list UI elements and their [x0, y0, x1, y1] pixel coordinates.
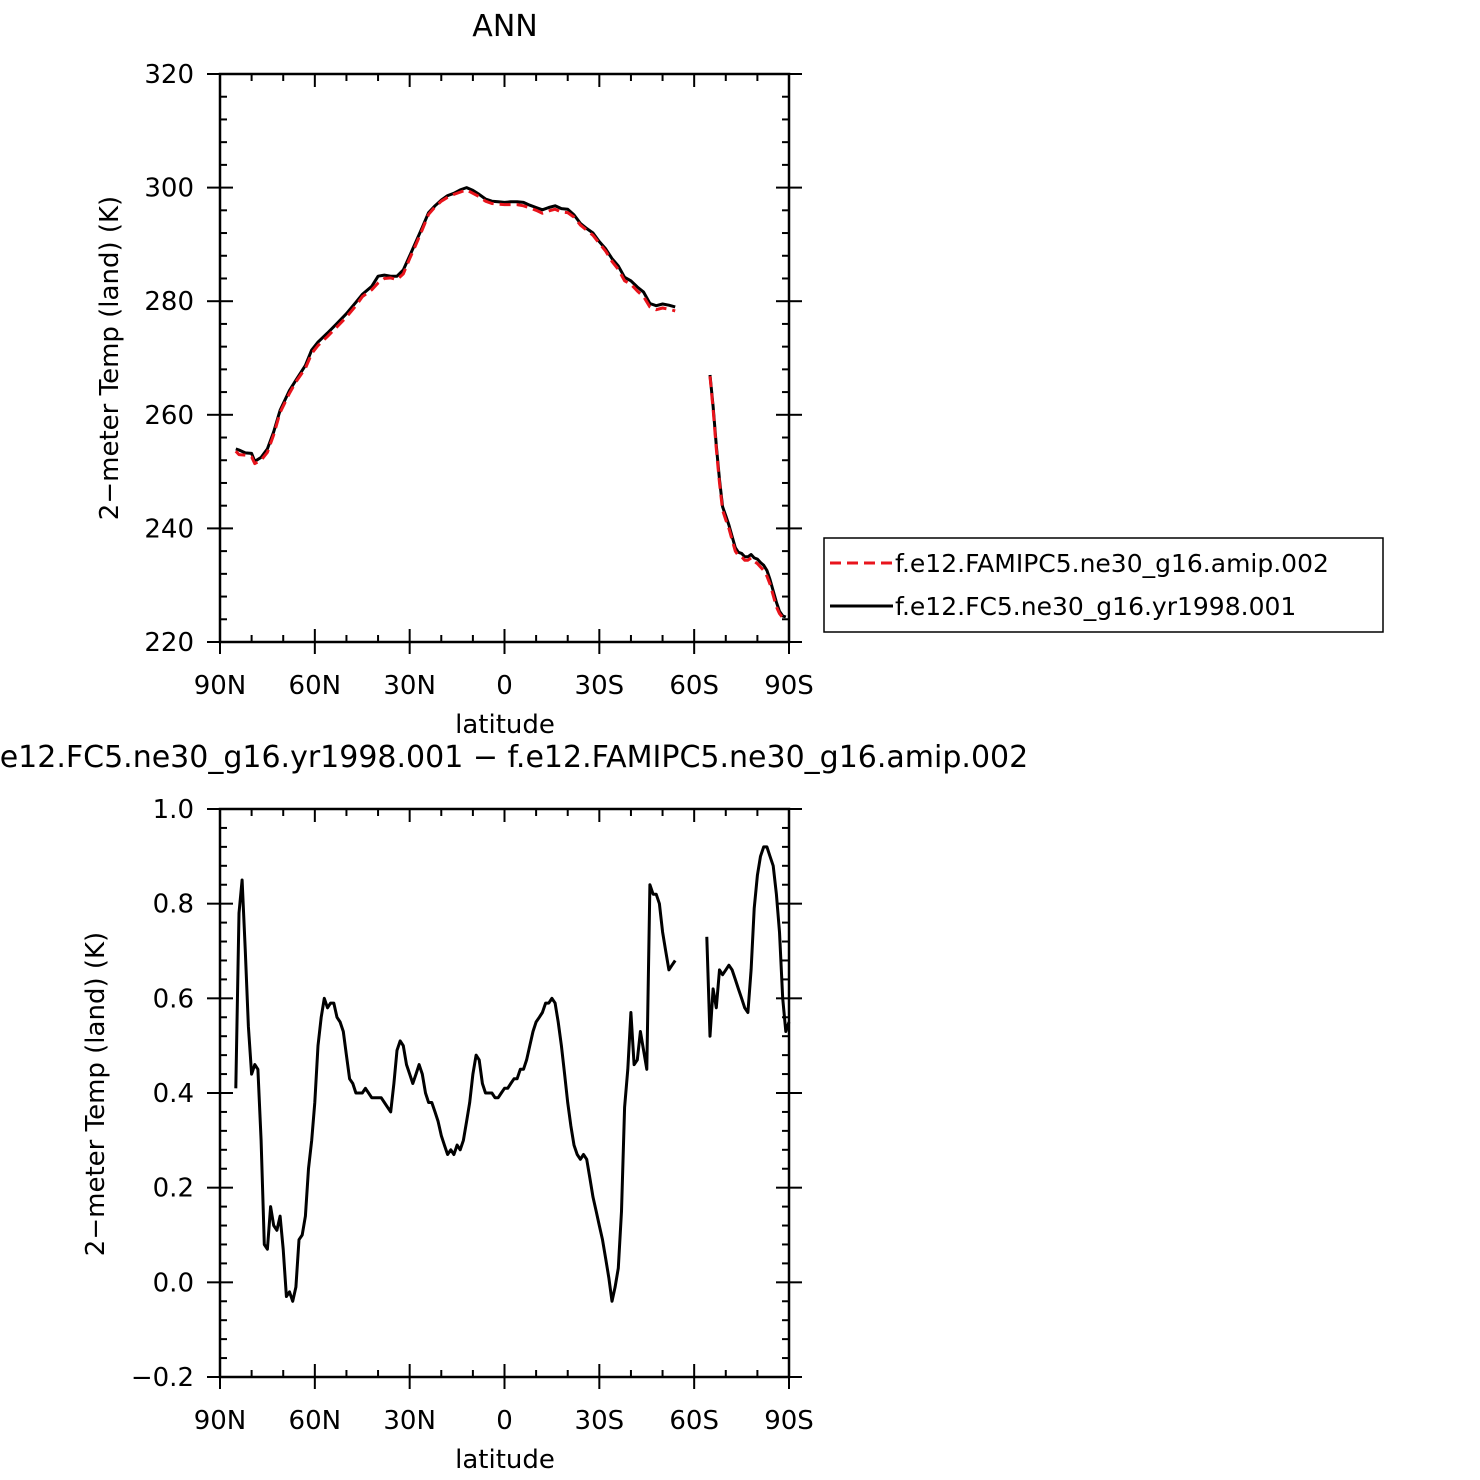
legend-label-series-2: f.e12.FC5.ne30_g16.yr1998.001: [895, 592, 1296, 621]
bottom-x-tick-label: 30S: [575, 1406, 625, 1436]
top-y-tick-label: 240: [144, 514, 194, 544]
top-chart-title: ANN: [472, 9, 537, 44]
top-plot-frame: [218, 72, 791, 644]
bottom-x-tick-label: 60S: [669, 1406, 719, 1436]
bottom-y-tick-label: 1.0: [153, 795, 194, 825]
top-x-tick-label: 30S: [575, 671, 625, 701]
top-x-tick-label: 60N: [289, 671, 342, 701]
top-series-2-line-segment-1: [234, 188, 676, 466]
top-x-tick-label: 90N: [194, 671, 247, 701]
bottom-chart-title: f.e12.FC5.ne30_g16.yr1998.001 − f.e12.FA…: [0, 740, 1028, 775]
bottom-x-axis-label: latitude: [455, 1445, 555, 1475]
bottom-x-tick-label: 90S: [764, 1406, 814, 1436]
legend-box: [823, 537, 1384, 633]
bottom-y-tick-label: 0.2: [153, 1174, 194, 1204]
bottom-y-tick-label: 0.4: [153, 1079, 194, 1109]
bottom-x-tick-label: 60N: [289, 1406, 342, 1436]
bottom-y-tick-label: 0.0: [153, 1268, 194, 1298]
bottom-panel: f.e12.FC5.ne30_g16.yr1998.001 − f.e12.FA…: [0, 740, 1028, 1475]
legend-label-series-1: f.e12.FAMIPC5.ne30_g16.amip.002: [895, 549, 1329, 578]
legend: f.e12.FAMIPC5.ne30_g16.amip.002 f.e12.FC…: [823, 537, 1384, 633]
top-y-axis-label: 2−meter Temp (land) (K): [95, 196, 125, 520]
top-series-1-line-segment-1: [235, 186, 676, 463]
top-x-tick-label: 0: [496, 671, 513, 701]
bottom-y-tick-label: −0.2: [131, 1363, 194, 1393]
bottom-y-tick-label: 0.8: [153, 890, 194, 920]
bottom-series-1-line-segment-2: [705, 845, 791, 1038]
top-y-tick-label: 260: [144, 401, 194, 431]
top-x-axis-label: latitude: [455, 710, 555, 740]
top-x-tick-label: 30N: [383, 671, 436, 701]
bottom-plot-area: 90N 60N 30N 0 30S 60S 90S −0.2 0.0 0.2 0.4 0.6 0.8 1.…: [131, 795, 814, 1436]
top-panel: ANN 90N 60N 30N 0 30S 60S 90S 220 240 260 280 300 32…: [95, 9, 814, 740]
bottom-series-1-line-segment-1: [234, 878, 677, 1303]
bottom-y-tick-label: 0.6: [153, 984, 194, 1014]
top-y-tick-label: 220: [144, 628, 194, 658]
top-series-2-line-segment-2: [708, 376, 787, 621]
bottom-x-tick-label: 0: [496, 1406, 513, 1436]
top-x-tick-label: 90S: [764, 671, 814, 701]
top-x-tick-label: 60S: [669, 671, 719, 701]
bottom-y-axis-label: 2−meter Temp (land) (K): [81, 932, 111, 1256]
top-y-tick-label: 320: [144, 60, 194, 90]
bottom-x-tick-label: 90N: [194, 1406, 247, 1436]
top-y-tick-label: 280: [144, 287, 194, 317]
bottom-x-tick-label: 30N: [383, 1406, 436, 1436]
top-plot-area: 90N 60N 30N 0 30S 60S 90S 220 240 260 280 300 320: [144, 60, 813, 701]
bottom-plot-frame: [218, 807, 791, 1379]
top-y-tick-label: 300: [144, 174, 194, 204]
